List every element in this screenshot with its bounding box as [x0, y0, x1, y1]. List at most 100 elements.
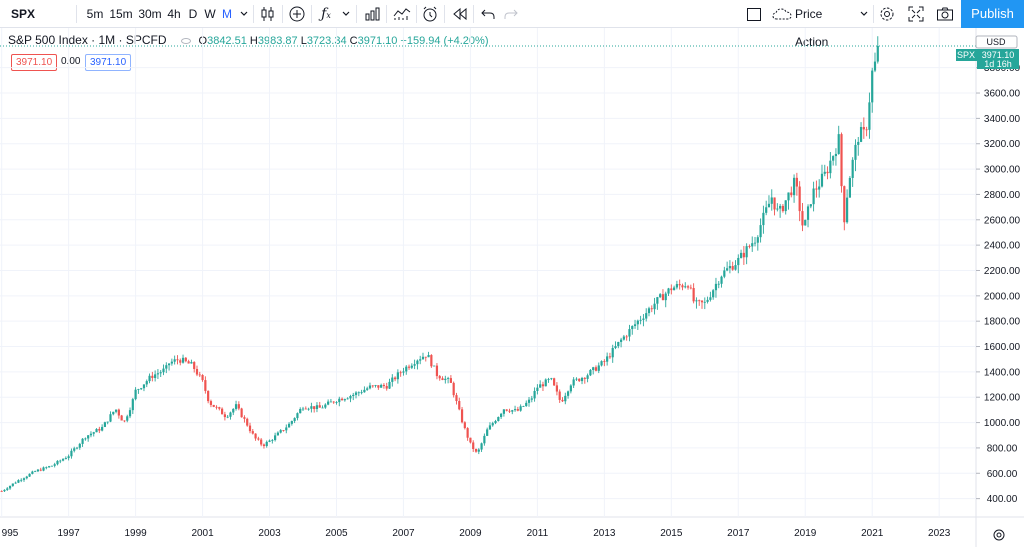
candle-body: [424, 356, 427, 358]
candle-body: [812, 188, 815, 205]
candle-body: [823, 171, 826, 174]
candle-body: [274, 435, 277, 441]
sell-price-button[interactable]: 3971.10: [11, 54, 58, 71]
candle-body: [173, 359, 176, 362]
replay-icon[interactable]: [449, 0, 471, 28]
price-chart[interactable]: 400.00 600.00 800.00 1000.00 1200.00 1400.00 1…: [0, 28, 1024, 547]
candle-body: [287, 423, 291, 428]
fullscreen-select-icon[interactable]: [744, 0, 764, 28]
interval-m[interactable]: M: [222, 7, 232, 21]
candle-body: [435, 365, 439, 377]
candle-body: [700, 300, 704, 303]
toolbar-divider: [873, 5, 874, 23]
series-title: S&P 500 Index · 1M · SPCFD: [8, 33, 167, 47]
candle-body: [282, 430, 285, 431]
interval-d[interactable]: D: [188, 7, 198, 21]
chevron-down-icon[interactable]: [237, 0, 251, 28]
chevron-down-icon[interactable]: [857, 0, 871, 28]
candle-body: [190, 362, 193, 364]
toolbar-divider: [311, 5, 312, 23]
candle-body: [608, 356, 612, 358]
candle-body: [310, 406, 313, 409]
undo-icon[interactable]: [477, 0, 499, 28]
candles-icon[interactable]: [256, 0, 280, 28]
expand-icon[interactable]: [905, 0, 927, 28]
candle-body: [304, 408, 307, 410]
interval-w[interactable]: W: [204, 7, 216, 21]
candle-body: [723, 270, 726, 277]
indicators-icon[interactable]: ƒx: [321, 6, 331, 22]
candle-body: [516, 409, 519, 411]
financials-icon[interactable]: [361, 0, 383, 28]
templates-icon[interactable]: [390, 0, 414, 28]
symbol-tag: [956, 49, 977, 61]
candle-body: [50, 465, 53, 467]
candle-body: [790, 192, 793, 196]
candle-body: [463, 422, 466, 429]
candle-body: [541, 384, 545, 387]
layout-name-button[interactable]: Price Action: [795, 7, 829, 49]
candle-body: [773, 197, 776, 210]
candle-body: [519, 406, 522, 411]
candle-body: [123, 420, 126, 422]
candle-body: [204, 380, 207, 391]
alert-clock-icon[interactable]: [419, 0, 441, 28]
candle-body: [243, 417, 246, 419]
candle-body: [854, 144, 857, 160]
symbol-search[interactable]: SPX: [10, 7, 35, 21]
candle-body: [617, 341, 620, 347]
candle-body: [544, 379, 547, 387]
candle-body: [106, 421, 109, 423]
currency-tag[interactable]: [975, 35, 1018, 49]
candle-body: [834, 153, 838, 157]
candle-body: [410, 365, 413, 368]
interval-15m[interactable]: 15m: [109, 7, 133, 21]
candle-body: [505, 409, 508, 411]
chevron-down-icon[interactable]: [338, 0, 354, 28]
candle-body: [606, 356, 609, 362]
candle-body: [67, 456, 70, 459]
candle-body: [653, 303, 656, 310]
candle-body: [207, 390, 210, 402]
toolbar-divider: [473, 5, 474, 23]
buy-price-button[interactable]: 3971.10: [85, 54, 132, 71]
candle-body: [558, 391, 561, 400]
candle-body: [167, 363, 171, 366]
candle-body: [530, 398, 533, 400]
candles: [0, 36, 879, 493]
price-tick-label: 3000.00: [984, 165, 1021, 176]
candle-body: [555, 385, 559, 392]
camera-icon[interactable]: [934, 0, 956, 28]
interval-30m[interactable]: 30m: [138, 7, 162, 21]
candle-body: [45, 467, 48, 469]
publish-button[interactable]: Publish: [961, 0, 1024, 28]
candle-body: [98, 428, 101, 431]
candle-body: [868, 102, 871, 130]
price-tick-label: 600.00: [987, 469, 1018, 480]
interval-5m[interactable]: 5m: [86, 7, 104, 21]
candle-body: [748, 246, 751, 247]
candle-body: [371, 385, 374, 387]
candle-body: [195, 368, 199, 375]
candle-body: [285, 427, 288, 431]
gear-icon[interactable]: [993, 529, 1005, 541]
candle-body: [226, 416, 229, 418]
redo-icon[interactable]: [500, 0, 522, 28]
candle-body: [714, 283, 718, 291]
candle-body: [444, 378, 447, 381]
gear-icon[interactable]: [876, 0, 898, 28]
candle-body: [198, 374, 201, 376]
candle-body: [728, 266, 732, 269]
time-tick-label: 2013: [593, 528, 616, 539]
candle-body: [818, 186, 821, 190]
cloud-icon[interactable]: [771, 0, 793, 28]
candle-body: [840, 134, 843, 187]
candle-body: [25, 476, 28, 479]
candle-body: [232, 408, 235, 413]
candle-body: [179, 360, 182, 363]
settings-gear[interactable]: [993, 529, 1005, 541]
candle-body: [804, 219, 807, 226]
interval-4h[interactable]: 4h: [167, 7, 181, 21]
eye-icon[interactable]: [180, 37, 191, 44]
add-compare-icon[interactable]: [286, 0, 308, 28]
